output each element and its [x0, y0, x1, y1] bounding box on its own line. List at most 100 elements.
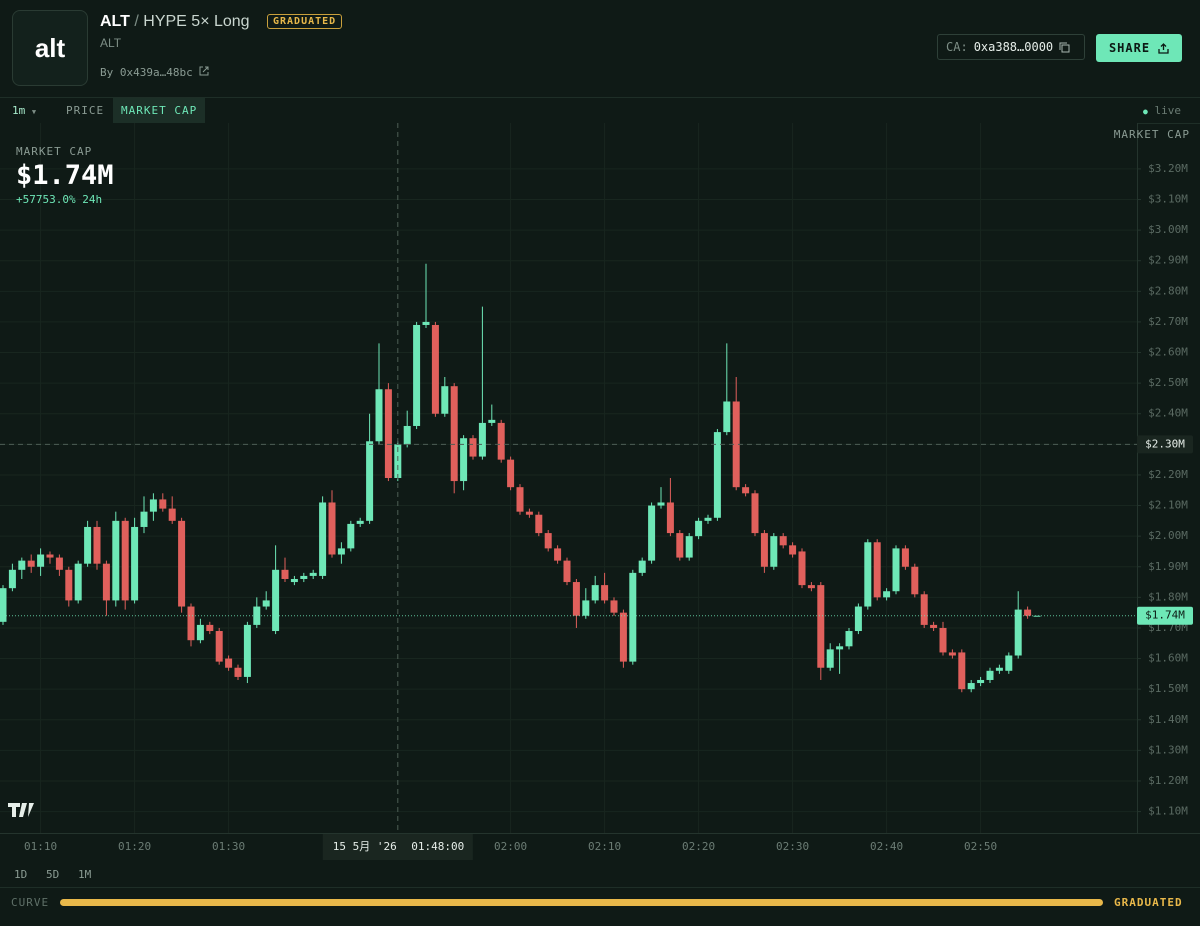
last-price-label: $1.74M: [1145, 609, 1185, 622]
candle-body: [873, 542, 881, 598]
candle-body: [347, 523, 355, 549]
candle-body: [328, 502, 336, 555]
ca-box[interactable]: CA: 0xa388…0000: [937, 34, 1085, 60]
tab[interactable]: PRICE: [66, 104, 105, 117]
candle-body: [18, 560, 26, 570]
candle-body: [563, 560, 571, 583]
y-tick-label: $2.50M: [1148, 376, 1188, 389]
candle-body: [159, 499, 167, 509]
range[interactable]: 1D: [14, 868, 28, 881]
candle-body: [140, 511, 148, 527]
candle-body: [864, 542, 872, 607]
y-tick-label: $1.60M: [1148, 652, 1188, 665]
plot-bg: [0, 123, 1137, 833]
candle-body: [497, 422, 505, 460]
candle-body: [300, 575, 308, 579]
candle-body: [967, 683, 975, 690]
candle-body: [930, 624, 938, 628]
candle-body: [901, 548, 909, 567]
candle-body: [356, 520, 364, 524]
candle-body: [704, 517, 712, 521]
y-tick-label: $1.80M: [1148, 590, 1188, 603]
candle-body: [253, 606, 261, 625]
candle-body: [272, 569, 280, 632]
candle-body: [0, 588, 7, 622]
candle-body: [225, 658, 233, 668]
candle-body: [638, 560, 646, 573]
candle-body: [629, 572, 637, 662]
curve-bar: CURVE GRADUATED: [0, 888, 1200, 918]
crosshair-date: 15 5月 '26: [333, 840, 397, 853]
logo: alt: [12, 10, 88, 86]
candle-body: [431, 324, 439, 414]
x-tick-label: 02:30: [776, 840, 809, 853]
candle-body: [37, 554, 45, 567]
candle-body: [84, 526, 92, 564]
candle-body: [375, 389, 383, 442]
candle-body: [958, 652, 966, 690]
curve-status: GRADUATED: [1114, 896, 1183, 909]
overlay: $1.74M $2.30M 15 5月 '26 01:48:00: [0, 123, 1193, 860]
candle-body: [384, 389, 392, 478]
x-tick-label: 01:20: [118, 840, 151, 853]
candle-body: [507, 459, 515, 488]
candle-body: [572, 582, 580, 616]
crosshair-time: 01:48:00: [411, 840, 464, 853]
y-tick-label: $2.10M: [1148, 499, 1188, 512]
candle-body: [742, 487, 750, 494]
candle-body: [168, 508, 176, 521]
candle-body: [676, 533, 684, 558]
candle-body: [948, 652, 956, 656]
y-tick-label: $1.10M: [1148, 805, 1188, 818]
candle-body: [845, 631, 853, 647]
candle-body: [826, 649, 834, 668]
candle-body: [920, 594, 928, 625]
candle-body: [74, 563, 82, 601]
x-tick-label: 02:40: [870, 840, 903, 853]
range[interactable]: 1M: [78, 868, 92, 881]
candle-body: [591, 585, 599, 601]
share-button[interactable]: SHARE: [1096, 34, 1182, 62]
candle-body: [601, 585, 609, 601]
candle-body: [995, 667, 1003, 671]
candle-body: [685, 536, 693, 558]
candle-body: [46, 554, 54, 558]
candle-body: [309, 572, 317, 576]
y-tick-label: $1.30M: [1148, 743, 1188, 756]
candle-body: [488, 419, 496, 423]
external-icon: [199, 66, 209, 76]
candle-body: [469, 438, 477, 457]
tab-active[interactable]: MARKET CAP: [113, 98, 206, 123]
candle-body: [713, 432, 721, 518]
y-tick-label: $2.60M: [1148, 346, 1188, 359]
x-tick-label: 02:50: [964, 840, 997, 853]
interval[interactable]: 1m ▼: [12, 104, 37, 117]
candle-body: [121, 520, 129, 601]
y-tick-label: $2.80M: [1148, 284, 1188, 297]
y-tick-label: $3.20M: [1148, 162, 1188, 175]
x-tick-label: 02:00: [494, 840, 527, 853]
candle-body: [149, 499, 157, 512]
candle-body: [478, 422, 486, 457]
candle-body: [178, 520, 186, 607]
candle-body: [695, 520, 703, 537]
candle-body: [619, 612, 627, 662]
candles: [0, 263, 1041, 693]
ca-label: CA:: [946, 40, 968, 54]
range[interactable]: 5D: [46, 868, 60, 881]
x-tick-label: 02:10: [588, 840, 621, 853]
candle-body: [657, 502, 665, 506]
candle-body: [892, 548, 900, 592]
candle-body: [779, 536, 787, 546]
y-tick-label: $2.40M: [1148, 407, 1188, 420]
legend-value: $1.74M: [16, 160, 114, 191]
candle-body: [319, 502, 327, 576]
candle-body: [883, 591, 891, 598]
candle-body: [986, 670, 994, 680]
creator[interactable]: By 0x439a…48bc: [100, 66, 209, 79]
ca-value: 0xa388…0000: [973, 40, 1054, 54]
candle-body: [1005, 655, 1013, 671]
chart-legend: MARKET CAP $1.74M +57753.0% 24h: [16, 145, 114, 206]
curve-label: CURVE: [11, 896, 50, 909]
